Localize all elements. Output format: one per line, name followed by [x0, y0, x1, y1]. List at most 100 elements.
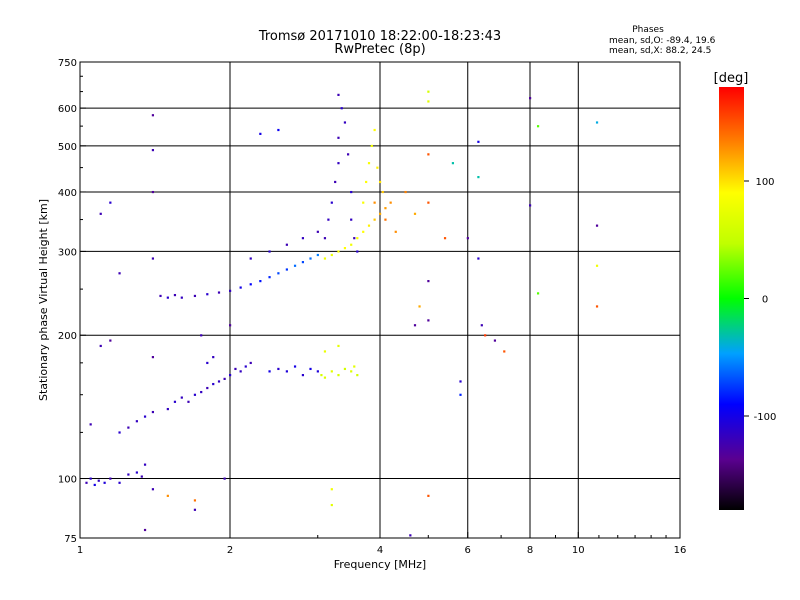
y-axis-label: Stationary phase Virtual Height [km] — [37, 199, 50, 401]
colorbar-tick-label: 0 — [762, 295, 768, 306]
x-tick-label: 1 — [77, 545, 83, 556]
data-point — [293, 264, 297, 267]
data-point — [379, 180, 382, 184]
data-point — [143, 463, 147, 466]
data-point — [259, 280, 262, 283]
data-point — [451, 162, 455, 165]
data-point — [346, 153, 350, 156]
data-point — [173, 400, 177, 403]
data-point — [334, 180, 337, 184]
data-point — [277, 367, 280, 371]
data-point — [309, 257, 312, 260]
data-point — [166, 296, 169, 299]
data-point — [443, 237, 447, 240]
data-point — [229, 324, 232, 327]
data-point — [367, 162, 371, 165]
y-tick-label: 75 — [64, 534, 77, 545]
data-point — [143, 415, 147, 418]
data-point — [350, 243, 353, 246]
x-tick-label: 2 — [227, 545, 233, 556]
x-axis-ticks: 1 2 4 6 8 10 16 — [77, 532, 686, 556]
data-point — [418, 305, 421, 308]
data-point — [89, 423, 92, 426]
data-point — [466, 237, 469, 240]
data-point — [285, 268, 288, 271]
data-point — [350, 370, 353, 373]
data-point — [223, 477, 226, 480]
data-point — [151, 114, 155, 117]
data-point — [477, 140, 480, 143]
data-point — [229, 289, 232, 292]
data-point — [353, 237, 356, 240]
data-point — [277, 272, 280, 275]
data-point — [193, 294, 197, 298]
data-point — [249, 361, 252, 365]
data-point — [93, 483, 96, 487]
data-point — [212, 382, 215, 386]
data-point — [330, 503, 333, 507]
data-point — [404, 190, 407, 194]
data-point — [480, 324, 483, 327]
data-point — [127, 426, 130, 429]
data-point — [427, 90, 430, 93]
data-point — [268, 370, 271, 373]
data-point — [330, 370, 333, 373]
data-point — [239, 370, 242, 373]
data-point — [323, 350, 327, 353]
data-point — [477, 257, 480, 260]
data-point — [151, 410, 155, 414]
data-point — [140, 475, 143, 478]
data-point — [356, 374, 359, 377]
data-point — [343, 121, 347, 124]
data-point — [337, 162, 340, 165]
data-point — [316, 253, 319, 257]
data-point — [135, 471, 138, 474]
data-point — [384, 207, 387, 210]
data-point — [143, 528, 147, 532]
data-point — [595, 305, 599, 308]
data-point — [536, 125, 540, 128]
data-point — [370, 144, 373, 148]
data-point — [353, 365, 356, 368]
data-point — [529, 97, 532, 100]
data-point — [356, 237, 359, 240]
data-point — [323, 257, 327, 260]
data-point — [268, 276, 271, 279]
data-point — [206, 361, 209, 365]
data-point — [97, 479, 100, 482]
data-point — [427, 153, 430, 156]
data-point — [316, 230, 319, 233]
data-point — [343, 367, 347, 371]
data-point — [249, 283, 252, 286]
data-point — [217, 291, 221, 294]
data-point — [89, 477, 92, 480]
data-point — [389, 201, 392, 204]
data-point — [379, 212, 382, 215]
data-point — [193, 393, 197, 396]
data-point — [330, 253, 333, 257]
data-point — [173, 293, 177, 297]
data-point — [394, 230, 397, 233]
data-point — [413, 212, 417, 215]
data-point — [337, 93, 340, 96]
data-point — [316, 370, 319, 373]
data-point — [159, 294, 162, 298]
data-point — [427, 100, 430, 103]
data-point — [200, 334, 203, 337]
y-tick-label: 500 — [58, 142, 77, 153]
data-point — [427, 319, 430, 322]
data-point — [477, 175, 480, 179]
data-point — [85, 481, 88, 484]
colorbar-label: [deg] — [714, 71, 749, 86]
data-point — [99, 212, 102, 215]
colorbar-tick-label: 100 — [755, 177, 774, 188]
data-point — [427, 201, 430, 204]
data-point — [151, 356, 155, 359]
data-point — [330, 201, 333, 204]
data-point — [376, 166, 379, 169]
data-point — [239, 286, 242, 289]
data-point — [330, 488, 333, 491]
data-point — [118, 481, 121, 484]
data-point — [151, 257, 155, 260]
data-point — [293, 365, 297, 368]
